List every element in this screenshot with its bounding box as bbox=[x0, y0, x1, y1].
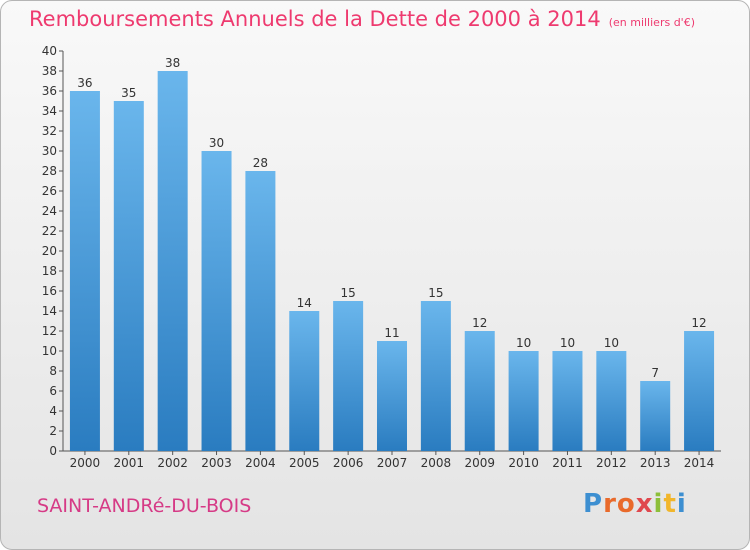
data-label: 10 bbox=[560, 336, 575, 350]
data-label: 14 bbox=[297, 296, 312, 310]
bar-2005 bbox=[289, 311, 320, 451]
y-tick-label: 14 bbox=[42, 304, 57, 318]
bar-2000 bbox=[69, 91, 100, 451]
chart-labels: 36 2000 35 2001 38 2002 30 2003 28 2004 14 2005 15 20… bbox=[70, 56, 715, 470]
chart-bars bbox=[69, 71, 715, 451]
bar-2010 bbox=[508, 351, 539, 451]
city-name: SAINT-ANDRé-DU-BOIS bbox=[37, 495, 252, 517]
y-tick-label: 6 bbox=[49, 384, 57, 398]
bar-2011 bbox=[552, 351, 583, 451]
y-tick-label: 30 bbox=[42, 144, 57, 158]
x-tick-label: 2005 bbox=[289, 456, 320, 470]
chart-title-text: Remboursements Annuels de la Dette de 20… bbox=[29, 7, 601, 31]
y-tick-label: 16 bbox=[42, 284, 57, 298]
data-label: 11 bbox=[384, 326, 399, 340]
bar-2007 bbox=[377, 341, 407, 451]
x-tick-label: 2008 bbox=[421, 456, 452, 470]
data-label: 10 bbox=[516, 336, 531, 350]
bar-2006 bbox=[333, 301, 364, 451]
y-tick-label: 2 bbox=[49, 424, 57, 438]
x-tick-label: 2000 bbox=[70, 456, 101, 470]
y-tick-label: 32 bbox=[42, 124, 57, 138]
data-label: 15 bbox=[340, 286, 355, 300]
bar-2014 bbox=[684, 331, 715, 451]
bar-2001 bbox=[113, 101, 144, 451]
y-tick-label: 36 bbox=[42, 84, 57, 98]
x-tick-label: 2011 bbox=[552, 456, 583, 470]
y-tick-label: 0 bbox=[49, 444, 57, 458]
y-tick-label: 18 bbox=[42, 264, 57, 278]
chart-subtitle: (en milliers d'€) bbox=[608, 16, 695, 29]
x-tick-label: 2009 bbox=[464, 456, 495, 470]
y-tick-label: 8 bbox=[49, 364, 57, 378]
proxiti-logo: Proxiti bbox=[583, 489, 687, 519]
x-tick-label: 2014 bbox=[684, 456, 715, 470]
y-tick-label: 40 bbox=[42, 44, 57, 58]
y-tick-label: 26 bbox=[42, 184, 57, 198]
x-tick-label: 2013 bbox=[640, 456, 671, 470]
x-tick-label: 2007 bbox=[377, 456, 408, 470]
y-tick-label: 12 bbox=[42, 324, 57, 338]
bar-2012 bbox=[596, 351, 627, 451]
y-tick-label: 38 bbox=[42, 64, 57, 78]
y-tick-label: 20 bbox=[42, 244, 57, 258]
y-tick-label: 10 bbox=[42, 344, 57, 358]
data-label: 15 bbox=[428, 286, 443, 300]
y-tick-label: 22 bbox=[42, 224, 57, 238]
bar-2009 bbox=[464, 331, 495, 451]
data-label: 30 bbox=[209, 136, 224, 150]
x-tick-label: 2004 bbox=[245, 456, 276, 470]
data-label: 38 bbox=[165, 56, 180, 70]
chart-title: Remboursements Annuels de la Dette de 20… bbox=[29, 7, 695, 31]
data-label: 7 bbox=[651, 366, 659, 380]
data-label: 12 bbox=[691, 316, 706, 330]
data-label: 12 bbox=[472, 316, 487, 330]
y-tick-label: 24 bbox=[42, 204, 57, 218]
y-tick-label: 4 bbox=[49, 404, 57, 418]
x-tick-label: 2001 bbox=[114, 456, 145, 470]
bar-2008 bbox=[420, 301, 451, 451]
x-tick-label: 2002 bbox=[157, 456, 188, 470]
x-tick-label: 2006 bbox=[333, 456, 364, 470]
data-label: 10 bbox=[604, 336, 619, 350]
x-tick-label: 2012 bbox=[596, 456, 627, 470]
x-tick-label: 2003 bbox=[201, 456, 232, 470]
bar-2013 bbox=[640, 381, 671, 451]
bar-2002 bbox=[157, 71, 188, 451]
x-tick-label: 2010 bbox=[508, 456, 539, 470]
data-label: 35 bbox=[121, 86, 136, 100]
y-tick-label: 28 bbox=[42, 164, 57, 178]
data-label: 28 bbox=[253, 156, 268, 170]
bar-2004 bbox=[245, 171, 276, 451]
y-tick-label: 34 bbox=[42, 104, 57, 118]
data-label: 36 bbox=[77, 76, 92, 90]
bar-2003 bbox=[201, 151, 232, 451]
